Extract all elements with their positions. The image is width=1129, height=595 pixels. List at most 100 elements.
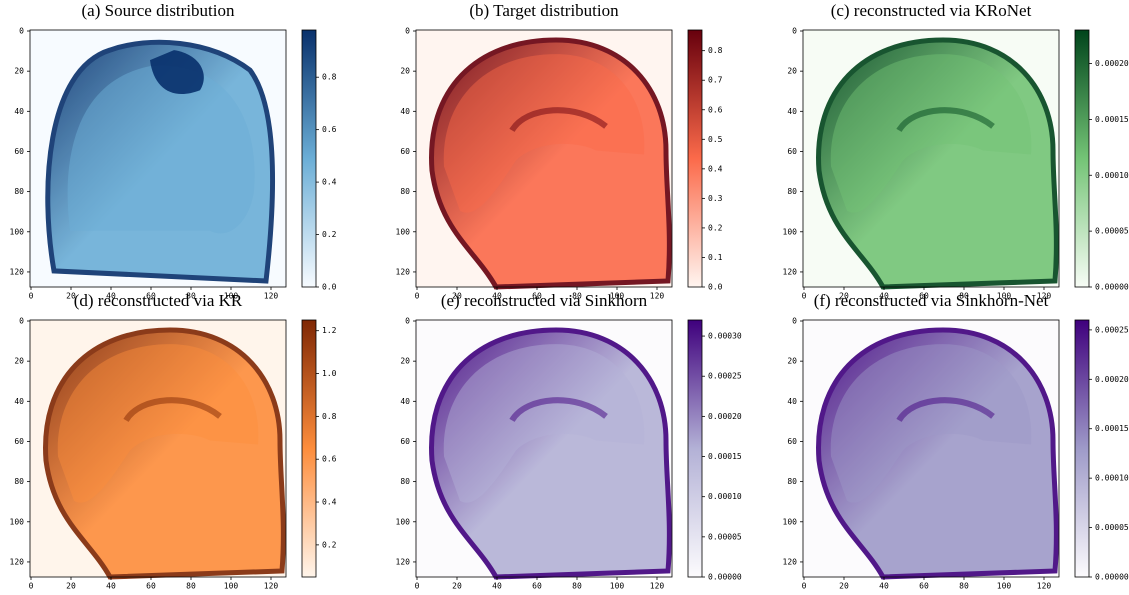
colorbar-tick-label: 0.00000: [708, 573, 742, 582]
y-tick-label: 120: [10, 267, 25, 276]
y-tick-label: 60: [787, 147, 797, 156]
y-tick-label: 0: [19, 317, 24, 326]
colorbar-tick-label: 0.2: [708, 223, 723, 232]
y-tick-label: 60: [787, 437, 797, 446]
x-tick-label: 80: [572, 582, 582, 591]
x-tick-label: 0: [802, 582, 807, 591]
x-tick-label: 40: [492, 582, 502, 591]
y-tick-label: 0: [19, 27, 24, 36]
colorbar-tick-label: 0.6: [708, 105, 723, 114]
y-tick-label: 0: [792, 27, 797, 36]
x-tick-label: 40: [106, 582, 116, 591]
panel-title: (f) reconstructed via Sinkhorn-Net: [814, 291, 1049, 310]
colorbar-tick-label: 0.2: [322, 230, 337, 239]
x-tick-label: 0: [29, 292, 34, 301]
y-tick-label: 80: [14, 187, 24, 196]
y-tick-label: 20: [14, 357, 24, 366]
colorbar-tick-label: 0.00020: [708, 412, 742, 421]
colorbar-tick-label: 0.00005: [708, 532, 742, 541]
y-tick-label: 40: [787, 397, 797, 406]
colorbar-tick-label: 0.00000: [1095, 573, 1129, 582]
image: [48, 42, 273, 281]
colorbar: [1075, 320, 1089, 577]
colorbar-tick-label: 0.00005: [1095, 523, 1129, 532]
y-tick-label: 60: [400, 437, 410, 446]
y-tick-label: 0: [792, 317, 797, 326]
colorbar: [688, 320, 702, 577]
x-tick-label: 60: [146, 582, 156, 591]
x-tick-label: 40: [879, 582, 889, 591]
image: [432, 330, 670, 577]
y-tick-label: 120: [783, 557, 798, 566]
image: [819, 330, 1057, 577]
y-tick-label: 120: [396, 267, 411, 276]
colorbar-tick-label: 0.00010: [1095, 171, 1129, 180]
colorbar-tick-label: 0.0: [322, 283, 337, 292]
figure: (a) Source distribution 0 20 40 60 80 100 120 0 2…: [0, 0, 1129, 595]
colorbar-tick-label: 0.00025: [708, 372, 742, 381]
x-tick-label: 0: [415, 292, 420, 301]
x-tick-label: 80: [186, 582, 196, 591]
colorbar: [688, 30, 702, 287]
y-tick-label: 0: [405, 317, 410, 326]
colorbar-tick-label: 0.8: [322, 412, 337, 421]
x-tick-label: 0: [802, 292, 807, 301]
panel-title: (a) Source distribution: [82, 1, 235, 20]
x-tick-label: 120: [650, 582, 665, 591]
colorbar-tick-label: 0.4: [322, 498, 337, 507]
y-tick-label: 100: [10, 517, 25, 526]
colorbar-tick-label: 0.5: [708, 135, 723, 144]
y-tick-label: 100: [396, 227, 411, 236]
colorbar-tick-label: 0.00015: [1095, 115, 1129, 124]
panel-title: (d) reconstructed via KR: [74, 291, 243, 310]
colorbar-tick-label: 0.00000: [1095, 283, 1129, 292]
colorbar: [1075, 30, 1089, 287]
y-tick-label: 40: [14, 107, 24, 116]
x-tick-label: 20: [839, 582, 849, 591]
y-tick-label: 60: [400, 147, 410, 156]
y-tick-label: 40: [14, 397, 24, 406]
colorbar-tick-label: 0.4: [322, 178, 337, 187]
colorbar-tick-label: 0.7: [708, 76, 723, 85]
colorbar: [302, 320, 316, 577]
colorbar-tick-label: 0.00010: [708, 492, 742, 501]
colorbar-tick-label: 1.0: [322, 369, 337, 378]
x-tick-label: 60: [919, 582, 929, 591]
panel-title: (b) Target distribution: [469, 1, 619, 20]
panel-title: (c) reconstructed via KRoNet: [831, 1, 1032, 20]
colorbar-tick-label: 0.3: [708, 194, 723, 203]
x-tick-label: 60: [532, 582, 542, 591]
colorbar-tick-label: 0.00010: [1095, 474, 1129, 483]
y-tick-label: 80: [14, 477, 24, 486]
y-tick-label: 20: [400, 357, 410, 366]
image: [432, 40, 670, 287]
colorbar-tick-label: 0.0: [708, 283, 723, 292]
x-tick-label: 0: [415, 582, 420, 591]
colorbar-tick-label: 0.2: [322, 540, 337, 549]
y-tick-label: 40: [400, 107, 410, 116]
x-tick-label: 120: [650, 292, 665, 301]
y-tick-label: 40: [400, 397, 410, 406]
y-tick-label: 20: [400, 67, 410, 76]
y-tick-label: 120: [10, 557, 25, 566]
y-tick-label: 120: [396, 557, 411, 566]
colorbar-tick-label: 0.00020: [1095, 59, 1129, 68]
colorbar-tick-label: 1.2: [322, 326, 337, 335]
colorbar-tick-label: 0.00020: [1095, 375, 1129, 384]
y-tick-label: 20: [787, 67, 797, 76]
colorbar-tick-label: 0.6: [322, 125, 337, 134]
x-tick-label: 120: [264, 292, 279, 301]
colorbar-tick-label: 0.1: [708, 253, 723, 262]
colorbar-tick-label: 0.00015: [708, 452, 742, 461]
x-tick-label: 100: [610, 582, 625, 591]
colorbar: [302, 30, 316, 287]
x-tick-label: 100: [224, 582, 239, 591]
colorbar-tick-label: 0.8: [322, 73, 337, 82]
panel-title: (e) reconstructed via Sinkhorn: [441, 291, 648, 310]
y-tick-label: 0: [405, 27, 410, 36]
x-tick-label: 80: [959, 582, 969, 591]
image: [819, 40, 1057, 287]
x-tick-label: 120: [1037, 582, 1052, 591]
colorbar-tick-label: 0.8: [708, 46, 723, 55]
colorbar-tick-label: 0.00025: [1095, 325, 1129, 334]
